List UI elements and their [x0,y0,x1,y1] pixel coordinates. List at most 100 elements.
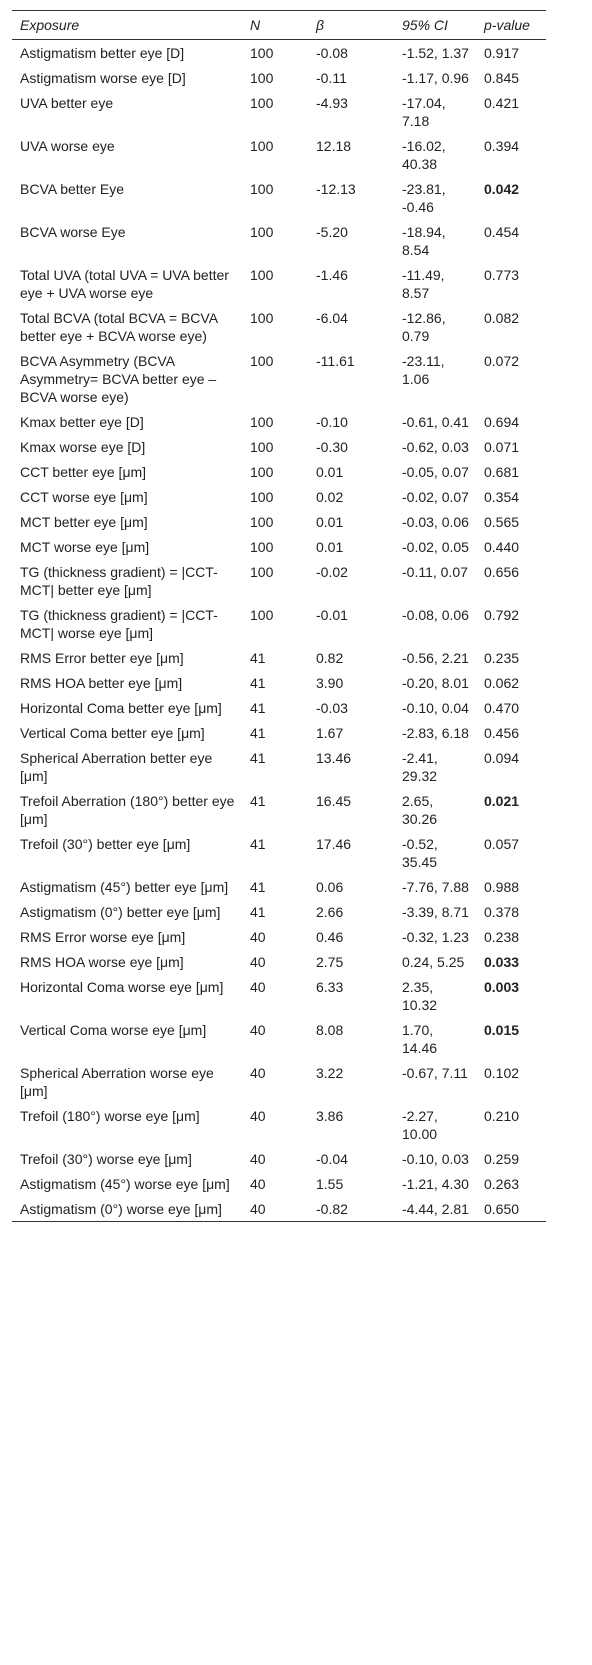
table-cell: -18.94, 8.54 [394,219,476,262]
cell-text: 1.70, 14.46 [402,1022,438,1056]
cell-text: -0.11 [316,70,347,86]
cell-text: 8.08 [316,1022,344,1038]
cell-text: 41 [250,904,266,920]
table-cell: 100 [242,459,308,484]
cell-text: 100 [250,267,274,283]
table-cell: -0.11 [308,65,394,90]
cell-text: 0.071 [484,439,520,455]
table-row: Spherical Aberration better eye [μm] 41 13… [12,745,546,788]
table-cell: 100 [242,602,308,645]
cell-text: 16.45 [316,793,352,809]
table-cell: 2.35, 10.32 [394,974,476,1017]
table-row: Vertical Coma worse eye [μm] 40 8.08 1.70, … [12,1017,546,1060]
table-cell: TG (thickness gradient) = |CCT-MCT| wors… [12,602,242,645]
cell-text: -0.10 [316,414,348,430]
cell-text: -4.44, 2.81 [402,1201,469,1217]
table-cell: -0.10, 0.03 [394,1146,476,1171]
cell-text: 0.845 [484,70,520,86]
cell-text: -0.52, 35.45 [402,836,438,870]
cell-text: 0.440 [484,539,520,555]
table-cell: RMS Error worse eye [μm] [12,924,242,949]
table-row: Vertical Coma better eye [μm] 41 1.67 -2.83… [12,720,546,745]
cell-text: -0.32, 1.23 [402,929,469,945]
cell-text: 100 [250,489,274,505]
table-cell: 100 [242,534,308,559]
cell-text: Astigmatism worse eye [D] [20,70,186,86]
cell-text: 13.46 [316,750,352,766]
table-cell: 0.057 [476,831,546,874]
table-cell: 0.681 [476,459,546,484]
cell-text: BCVA better Eye [20,181,125,197]
table-cell: 41 [242,645,308,670]
cell-text: 40 [250,979,266,995]
cell-text: Spherical Aberration worse eye [μm] [20,1065,214,1099]
table-cell: 100 [242,65,308,90]
table-cell: 0.01 [308,534,394,559]
table-cell: -0.03, 0.06 [394,509,476,534]
cell-text: 0.694 [484,414,520,430]
cell-text: -1.21, 4.30 [402,1176,469,1192]
table-cell: 0.24, 5.25 [394,949,476,974]
cell-text: -11.61 [316,353,355,369]
cell-text: 41 [250,750,266,766]
table-cell: -0.03 [308,695,394,720]
table-cell: 0.82 [308,645,394,670]
cell-text: Astigmatism (45°) better eye [μm] [20,879,229,895]
table-cell: 100 [242,219,308,262]
table-cell: Astigmatism worse eye [D] [12,65,242,90]
table-cell: -4.93 [308,90,394,133]
cell-text: 0.681 [484,464,520,480]
cell-text: 0.263 [484,1176,520,1192]
table-cell: 0.470 [476,695,546,720]
cell-text: 100 [250,539,274,555]
table-cell: 2.75 [308,949,394,974]
cell-text: 40 [250,929,266,945]
cell-text: Trefoil (30°) worse eye [μm] [20,1151,192,1167]
table-cell: 100 [242,409,308,434]
cell-text: 0.057 [484,836,520,852]
table-cell: 0.421 [476,90,546,133]
cell-text: 41 [250,836,266,852]
cell-text: 100 [250,564,274,580]
cell-text: 40 [250,1176,266,1192]
table-cell: Spherical Aberration worse eye [μm] [12,1060,242,1103]
table-cell: 0.650 [476,1196,546,1222]
cell-text: TG (thickness gradient) = |CCT-MCT| bett… [20,564,218,598]
table-cell: 0.06 [308,874,394,899]
cell-text: 0.456 [484,725,520,741]
table-cell: 8.08 [308,1017,394,1060]
table-cell: 16.45 [308,788,394,831]
cell-text: 0.062 [484,675,520,691]
table-cell: 0.917 [476,40,546,66]
table-cell: Vertical Coma worse eye [μm] [12,1017,242,1060]
cell-text: 1.67 [316,725,344,741]
table-cell: -5.20 [308,219,394,262]
cell-text: 100 [250,224,274,240]
table-cell: -3.39, 8.71 [394,899,476,924]
table-row: RMS HOA better eye [μm] 41 3.90 -0.20, 8.01… [12,670,546,695]
cell-text: 0.06 [316,879,344,895]
cell-text: -0.02, 0.07 [402,489,469,505]
cell-text: CCT better eye [μm] [20,464,147,480]
cell-text: -0.61, 0.41 [402,414,469,430]
cell-text: 100 [250,464,274,480]
cell-text: -0.56, 2.21 [402,650,469,666]
table-cell: 0.015 [476,1017,546,1060]
table-cell: MCT worse eye [μm] [12,534,242,559]
cell-text: CCT worse eye [μm] [20,489,148,505]
table-cell: -12.13 [308,176,394,219]
table-cell: -0.82 [308,1196,394,1222]
cell-text: -18.94, 8.54 [402,224,446,258]
table-row: UVA worse eye 100 12.18 -16.02, 40.38 0.394 [12,133,546,176]
table-row: BCVA Asymmetry (BCVA Asymmetry= BCVA bet… [12,348,546,409]
table-row: Astigmatism (45°) better eye [μm] 41 0.06 -… [12,874,546,899]
cell-text: 0.003 [484,979,520,995]
cell-text: 1.55 [316,1176,344,1192]
column-header: p-value [476,10,546,40]
table-row: Astigmatism (0°) worse eye [μm] 40 -0.82 -4… [12,1196,546,1222]
table-row: Astigmatism better eye [D] 100 -0.08 -1.52,… [12,40,546,66]
cell-text: 0.102 [484,1065,520,1081]
cell-text: 40 [250,1065,266,1081]
table-row: Trefoil (30°) worse eye [μm] 40 -0.04 -0.10… [12,1146,546,1171]
